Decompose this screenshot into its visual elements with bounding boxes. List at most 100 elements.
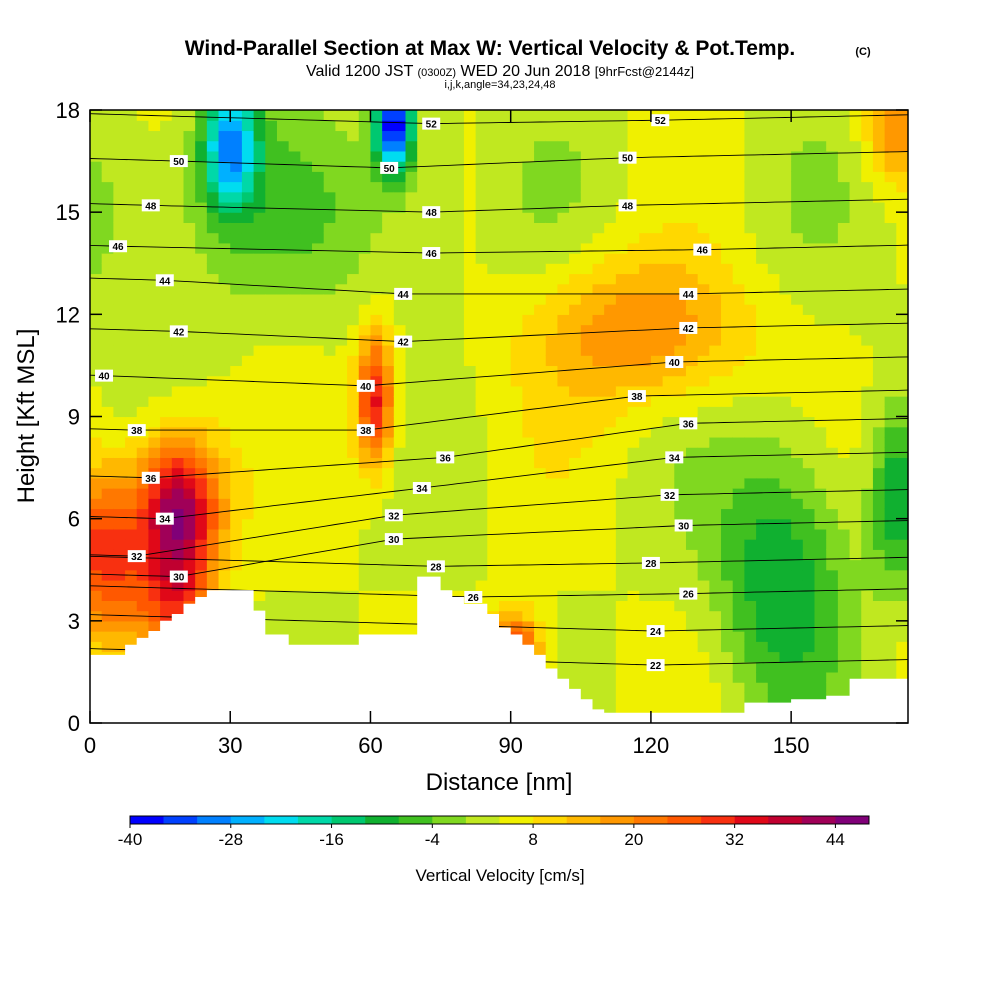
velocity-cell xyxy=(218,120,231,132)
velocity-cell xyxy=(697,293,710,305)
velocity-cell xyxy=(323,457,336,469)
velocity-cell xyxy=(323,232,336,244)
velocity-cell xyxy=(382,549,395,561)
velocity-cell xyxy=(557,232,570,244)
velocity-cell xyxy=(148,590,161,601)
velocity-cell xyxy=(370,171,383,183)
velocity-cell xyxy=(744,426,757,438)
velocity-cell xyxy=(732,590,745,601)
velocity-cell xyxy=(592,498,605,510)
velocity-cell xyxy=(463,467,477,479)
velocity-cell xyxy=(674,232,687,244)
velocity-cell xyxy=(113,600,126,612)
velocity-cell xyxy=(230,447,243,458)
velocity-cell xyxy=(101,293,114,305)
velocity-cell xyxy=(732,375,745,387)
velocity-cell xyxy=(767,590,781,601)
velocity-cell xyxy=(837,293,851,305)
velocity-cell xyxy=(171,181,185,193)
velocity-cell xyxy=(627,477,640,489)
velocity-cell xyxy=(534,140,547,152)
velocity-cell xyxy=(358,324,372,336)
velocity-cell xyxy=(767,447,781,458)
velocity-cell xyxy=(569,334,582,346)
velocity-cell xyxy=(791,120,804,132)
velocity-cell xyxy=(756,528,769,540)
velocity-cell xyxy=(90,641,103,653)
velocity-cell xyxy=(779,651,792,663)
velocity-cell xyxy=(125,375,138,387)
velocity-cell xyxy=(206,508,220,520)
velocity-cell xyxy=(732,651,745,663)
velocity-cell xyxy=(779,682,792,693)
velocity-cell xyxy=(335,559,348,571)
velocity-cell xyxy=(779,620,792,632)
velocity-cell xyxy=(814,283,827,295)
velocity-cell xyxy=(534,161,547,172)
velocity-cell xyxy=(580,651,594,663)
velocity-cell xyxy=(241,344,255,356)
contour-label: 28 xyxy=(426,560,445,573)
velocity-cell xyxy=(604,212,617,223)
velocity-cell xyxy=(440,253,453,264)
velocity-cell xyxy=(347,549,360,561)
velocity-cell xyxy=(148,344,161,356)
velocity-cell xyxy=(697,467,710,479)
velocity-cell xyxy=(569,416,582,428)
velocity-cell xyxy=(767,549,781,561)
velocity-cell xyxy=(276,212,290,223)
velocity-cell xyxy=(872,671,886,683)
velocity-cell xyxy=(171,171,185,183)
velocity-cell xyxy=(837,569,851,581)
velocity-cell xyxy=(463,355,477,367)
velocity-cell xyxy=(440,212,453,223)
velocity-cell xyxy=(463,539,477,550)
velocity-cell xyxy=(241,222,255,234)
y-tick-label: 9 xyxy=(68,405,80,430)
velocity-cell xyxy=(849,232,862,244)
velocity-cell xyxy=(276,416,290,428)
velocity-cell xyxy=(206,232,220,244)
terrain-mask xyxy=(90,576,908,723)
velocity-cell xyxy=(569,273,582,285)
velocity-cell xyxy=(896,528,908,540)
velocity-cell xyxy=(300,181,313,193)
contour-label-text: 46 xyxy=(697,246,709,257)
velocity-cell xyxy=(826,263,839,275)
velocity-cell xyxy=(861,253,874,264)
velocity-cell xyxy=(826,600,839,612)
velocity-cell xyxy=(744,140,757,152)
velocity-cell xyxy=(639,426,652,438)
velocity-cell xyxy=(756,651,769,663)
velocity-cell xyxy=(557,488,570,499)
velocity-cell xyxy=(113,140,126,152)
velocity-cell xyxy=(896,212,908,223)
velocity-cell xyxy=(323,518,336,530)
velocity-cell xyxy=(872,232,886,244)
velocity-cell xyxy=(732,191,745,203)
velocity-cell xyxy=(604,201,617,213)
velocity-cell xyxy=(791,682,804,693)
velocity-cell xyxy=(288,426,301,438)
velocity-cell xyxy=(721,171,734,183)
velocity-cell xyxy=(405,263,418,275)
velocity-cell xyxy=(849,242,862,254)
velocity-cell xyxy=(767,283,781,295)
velocity-cell xyxy=(230,263,243,275)
velocity-cell xyxy=(160,140,173,152)
velocity-cell xyxy=(195,508,208,520)
velocity-cell xyxy=(697,406,710,418)
velocity-cell xyxy=(721,426,734,438)
velocity-cell xyxy=(452,140,465,152)
velocity-cell xyxy=(487,314,500,326)
velocity-cell xyxy=(837,610,851,622)
velocity-cell xyxy=(522,140,535,152)
velocity-cell xyxy=(183,539,196,550)
velocity-cell xyxy=(896,569,908,581)
velocity-cell xyxy=(499,120,512,132)
velocity-cell xyxy=(440,436,453,448)
velocity-cell xyxy=(183,447,196,458)
velocity-cell xyxy=(615,191,629,203)
velocity-cell xyxy=(814,518,827,530)
velocity-cell xyxy=(452,375,465,387)
